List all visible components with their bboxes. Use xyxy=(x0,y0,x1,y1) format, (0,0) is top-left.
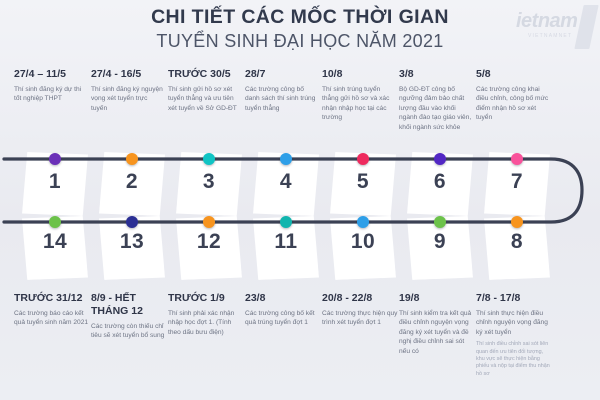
milestone-date: 8/9 - HẾT THÁNG 12 xyxy=(91,292,143,317)
milestone-dot[interactable] xyxy=(49,153,61,165)
milestone-number: 5 xyxy=(356,170,370,193)
milestone-text-top: 3/8 Bộ GD-ĐT công bố ngưỡng đảm bảo chất … xyxy=(399,68,473,132)
milestone-date: 7/8 - 17/8 xyxy=(476,292,521,304)
milestone-text-top: 27/4 - 16/5 Thí sinh đăng ký nguyện vọng … xyxy=(91,68,165,113)
milestone-date: TRƯỚC 1/9 xyxy=(168,292,225,304)
milestone-description: Các trường công bố danh sách thí sinh tr… xyxy=(245,86,316,112)
milestone-dot[interactable] xyxy=(434,216,446,228)
milestone-number: 8 xyxy=(510,230,524,253)
milestone-date: 20/8 - 22/8 xyxy=(322,292,373,304)
title-line-2: TUYỂN SINH ĐẠI HỌC NĂM 2021 xyxy=(156,31,444,51)
milestone-text-bottom: 19/8 Thí sinh kiểm tra kết quả điều chỉnh… xyxy=(399,292,475,356)
milestone-dot[interactable] xyxy=(357,153,369,165)
milestone-description: Thí sinh gửi hồ sơ xét tuyển thẳng và ưu… xyxy=(168,86,237,112)
milestone-number: 10 xyxy=(350,230,376,253)
milestone-number: 7 xyxy=(510,170,524,193)
milestone-text-bottom: 7/8 - 17/8 Thí sinh thực hiện điều chỉnh … xyxy=(476,292,552,378)
milestone-dot[interactable] xyxy=(511,216,523,228)
milestone-dot[interactable] xyxy=(126,153,138,165)
milestone-number: 3 xyxy=(202,170,216,193)
milestone-description: Các trường công khai điều chỉnh, công bố… xyxy=(476,86,549,122)
milestone-dot[interactable] xyxy=(203,153,215,165)
vietnamnet-logo: ietnam VIETNAMNET xyxy=(510,2,599,54)
milestone-text-bottom: 23/8 Các trường công bố kết quả trúng tuy… xyxy=(245,292,321,328)
milestone-description: Thí sinh kiểm tra kết quả điều chỉnh ngu… xyxy=(399,310,472,355)
milestone-date: 27/4 – 11/5 xyxy=(14,68,66,80)
milestone-description: Các trường thực hiện quy trình xét tuyển… xyxy=(322,310,398,327)
milestone-text-top: 27/4 – 11/5 Thí sinh đăng ký dự thi tốt n… xyxy=(14,68,88,104)
milestone-dot[interactable] xyxy=(357,216,369,228)
milestone-dot[interactable] xyxy=(511,153,523,165)
logo-wordmark: ietnam xyxy=(516,10,578,32)
milestone-number: 4 xyxy=(279,170,293,193)
milestone-text-top: 28/7 Các trường công bố danh sách thí sin… xyxy=(245,68,319,113)
milestone-number: 9 xyxy=(433,230,447,253)
milestone-date: 5/8 xyxy=(476,68,491,80)
milestone-number: 11 xyxy=(274,230,298,253)
milestone-number: 13 xyxy=(119,230,145,253)
title-line-1: CHI TIẾT CÁC MỐC THỜI GIAN xyxy=(151,6,449,28)
milestone-date: 19/8 xyxy=(399,292,420,304)
milestone-date: 3/8 xyxy=(399,68,414,80)
milestone-dot[interactable] xyxy=(280,216,292,228)
milestone-date: 27/4 - 16/5 xyxy=(91,68,142,80)
milestone-number: 12 xyxy=(196,230,222,253)
milestone-note: Thí sinh điều chỉnh sai sót liên quan đế… xyxy=(476,341,550,377)
milestone-number: 14 xyxy=(42,230,68,253)
milestone-text-bottom: 20/8 - 22/8 Các trường thực hiện quy trìn… xyxy=(322,292,398,328)
milestone-date: 28/7 xyxy=(245,68,266,80)
logo-subtitle: VIETNAMNET xyxy=(528,33,573,39)
milestone-text-top: 5/8 Các trường công khai điều chỉnh, công… xyxy=(476,68,550,123)
milestone-date: 10/8 xyxy=(322,68,343,80)
milestone-dot[interactable] xyxy=(434,153,446,165)
milestone-text-top: 10/8 Thí sinh trúng tuyển thẳng gửi hồ sơ… xyxy=(322,68,396,123)
milestone-text-bottom: TRƯỚC 31/12 Các trường báo cáo kết quả tu… xyxy=(14,292,90,328)
milestone-description: Các trường công bố kết quả trúng tuyển đ… xyxy=(245,310,315,327)
milestone-number: 6 xyxy=(433,170,447,193)
milestone-dot[interactable] xyxy=(280,153,292,165)
milestone-description: Thí sinh đăng ký nguyện vọng xét tuyển t… xyxy=(91,86,163,112)
page-title: CHI TIẾT CÁC MỐC THỜI GIAN TUYỂN SINH ĐẠ… xyxy=(0,6,600,53)
milestone-description: Thí sinh trúng tuyển thẳng gửi hồ sơ và … xyxy=(322,86,390,122)
milestone-description: Bộ GD-ĐT công bố ngưỡng đảm bảo chất lượ… xyxy=(399,86,472,131)
milestone-date: TRƯỚC 30/5 xyxy=(168,68,231,80)
milestone-number: 1 xyxy=(48,170,62,193)
milestone-description: Các trường còn thiếu chỉ tiêu sẽ xét tuy… xyxy=(91,323,165,340)
milestone-dot[interactable] xyxy=(203,216,215,228)
milestone-dot[interactable] xyxy=(49,216,61,228)
milestone-text-top: TRƯỚC 30/5 Thí sinh gửi hồ sơ xét tuyển t… xyxy=(168,68,242,113)
milestone-description: Thí sinh đăng ký dự thi tốt nghiệp THPT xyxy=(14,86,82,103)
milestone-number: 2 xyxy=(125,170,139,193)
milestone-date: TRƯỚC 31/12 xyxy=(14,292,83,304)
milestone-dot[interactable] xyxy=(126,216,138,228)
milestone-text-bottom: TRƯỚC 1/9 Thí sinh phải xác nhận nhập học… xyxy=(168,292,244,337)
milestone-description: Thí sinh thực hiện điều chỉnh nguyện vọn… xyxy=(476,310,548,336)
milestone-text-bottom: 8/9 - HẾT THÁNG 12 Các trường còn thiếu c… xyxy=(91,292,167,341)
milestone-description: Thí sinh phải xác nhận nhập học đợt 1. (… xyxy=(168,310,235,336)
milestone-description: Các trường báo cáo kết quả tuyển sinh nă… xyxy=(14,310,89,327)
milestone-date: 23/8 xyxy=(245,292,266,304)
